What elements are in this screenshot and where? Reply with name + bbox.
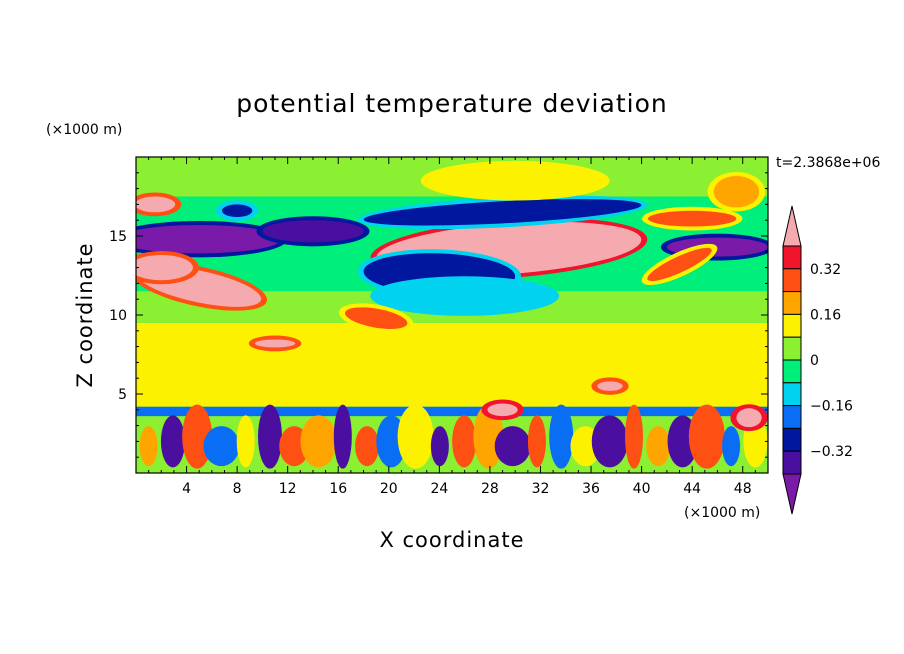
convective-cell bbox=[452, 415, 477, 468]
field-feature bbox=[136, 192, 182, 217]
colorbar-band bbox=[782, 313, 802, 338]
convective-cell bbox=[527, 415, 546, 468]
x-axis-ticks: 4 8 12 16 20 24 28 32 36 40 44 48 bbox=[148, 157, 756, 497]
field-feature bbox=[481, 399, 524, 421]
x-tick-label: 32 bbox=[532, 481, 550, 497]
x-tick-label: 8 bbox=[233, 481, 242, 497]
feature-core bbox=[736, 408, 762, 428]
field-feature bbox=[339, 303, 414, 333]
colorbar-band bbox=[782, 336, 802, 361]
convective-cell bbox=[300, 415, 337, 468]
colorbar-band bbox=[782, 245, 802, 270]
chart-title: potential temperature deviation bbox=[236, 89, 667, 118]
x-tick-label: 4 bbox=[182, 481, 191, 497]
colorbar-tick-label: −0.16 bbox=[810, 399, 853, 415]
convective-cell bbox=[236, 415, 255, 468]
x-tick-label: 20 bbox=[380, 481, 398, 497]
colorbar-tick-label: 0.16 bbox=[810, 307, 841, 323]
convective-cell bbox=[397, 404, 434, 469]
x-tick-label: 48 bbox=[734, 481, 752, 497]
convective-cell bbox=[430, 426, 449, 467]
feature-core bbox=[647, 247, 712, 282]
field-feature bbox=[357, 195, 648, 230]
feature-core bbox=[136, 254, 193, 281]
colorbar-extend-low bbox=[782, 473, 802, 515]
feature-core bbox=[597, 381, 623, 391]
field-features bbox=[136, 160, 768, 432]
field-feature bbox=[641, 206, 743, 231]
feature-core bbox=[262, 220, 364, 243]
y-axis-label: Z coordinate bbox=[73, 242, 97, 387]
feature-core bbox=[221, 204, 253, 218]
x-tick-label: 16 bbox=[329, 481, 347, 497]
colorbar-band bbox=[782, 359, 802, 384]
feature-core bbox=[136, 224, 282, 254]
contour-field bbox=[136, 157, 768, 473]
feature-core bbox=[426, 164, 604, 197]
convective-cell bbox=[494, 426, 531, 467]
field-feature bbox=[136, 220, 288, 258]
y-unit-label: (×1000 m) bbox=[46, 122, 122, 138]
feature-core bbox=[376, 280, 554, 312]
feature-core bbox=[647, 210, 737, 227]
colorbar-band bbox=[782, 405, 802, 429]
colorbar: 0.32 0.16 0 −0.16 −0.32 bbox=[782, 205, 853, 515]
convective-cell bbox=[355, 426, 380, 467]
x-tick-label: 44 bbox=[683, 481, 701, 497]
convective-cell bbox=[646, 426, 671, 467]
colorbar-band bbox=[782, 382, 802, 407]
convective-cell bbox=[203, 426, 240, 467]
x-tick-label: 40 bbox=[633, 481, 651, 497]
x-tick-label: 28 bbox=[481, 481, 499, 497]
colorbar-extend-high bbox=[782, 205, 802, 247]
colorbar-band bbox=[782, 450, 802, 475]
field-feature bbox=[248, 335, 302, 352]
field-feature bbox=[707, 171, 766, 212]
field-feature bbox=[591, 377, 629, 395]
convective-cell bbox=[139, 426, 158, 467]
colorbar-tick-label: −0.32 bbox=[810, 444, 853, 460]
colorbar-band bbox=[782, 291, 802, 315]
convective-cell bbox=[549, 404, 574, 469]
field-feature bbox=[641, 243, 718, 285]
convective-cell bbox=[160, 415, 185, 468]
colorbar-tick-label: 0 bbox=[810, 353, 819, 369]
field-feature bbox=[256, 216, 370, 247]
field-feature bbox=[370, 276, 560, 316]
convective-cell bbox=[688, 404, 725, 469]
convective-cell bbox=[722, 426, 741, 467]
x-tick-label: 36 bbox=[582, 481, 600, 497]
convective-cell bbox=[591, 415, 628, 468]
y-tick-label: 10 bbox=[109, 308, 127, 324]
field-feature bbox=[730, 404, 768, 432]
x-unit-label: (×1000 m) bbox=[684, 505, 760, 521]
layer-boundary-top bbox=[136, 406, 768, 417]
convective-cell bbox=[257, 404, 282, 469]
time-label: t=2.3868e+06 bbox=[776, 155, 880, 171]
x-axis-label: X coordinate bbox=[379, 528, 524, 552]
x-tick-label: 12 bbox=[279, 481, 297, 497]
field-feature bbox=[215, 200, 259, 222]
feature-core bbox=[713, 175, 760, 208]
field-feature bbox=[136, 250, 199, 285]
feature-core bbox=[344, 307, 408, 329]
colorbar-tick-label: 0.32 bbox=[810, 262, 841, 278]
y-tick-label: 5 bbox=[118, 387, 127, 403]
feature-core bbox=[254, 339, 296, 348]
field-feature bbox=[420, 160, 610, 201]
colorbar-band bbox=[782, 427, 802, 452]
feature-core bbox=[136, 196, 176, 213]
y-axis-ticks: 5 10 15 bbox=[109, 172, 768, 458]
colorbar-band bbox=[782, 268, 802, 293]
feature-core bbox=[363, 199, 642, 226]
convective-cell bbox=[333, 404, 352, 469]
y-tick-label: 15 bbox=[109, 229, 127, 245]
layer-middle bbox=[136, 322, 768, 407]
x-tick-label: 24 bbox=[430, 481, 448, 497]
feature-core bbox=[487, 403, 518, 417]
convective-cell bbox=[625, 404, 644, 469]
